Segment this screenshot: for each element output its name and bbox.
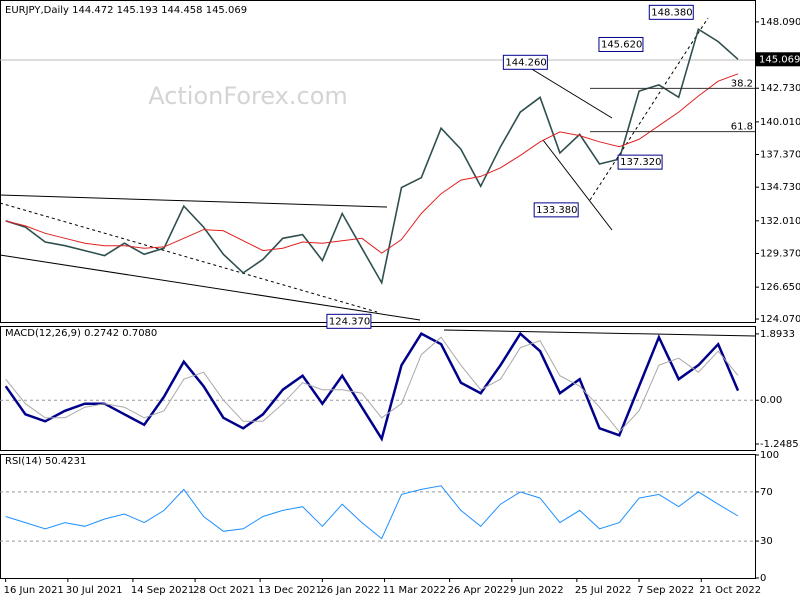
last-price-box	[756, 52, 800, 67]
trend-line	[0, 254, 421, 321]
y-tick-label: 142.730	[760, 83, 800, 94]
series-line	[5, 485, 739, 540]
x-tick-label: 21 Oct 2022	[699, 585, 761, 596]
trend-line	[542, 139, 613, 231]
y-tick-label: 137.370	[760, 150, 800, 161]
trend-line	[529, 67, 613, 119]
y-tick-label: 124.070	[760, 314, 800, 325]
price-label-box	[598, 36, 644, 52]
y-tick-label: 132.010	[760, 216, 800, 227]
y-tick-label: 134.730	[760, 182, 800, 193]
y-tick-label: 30	[760, 536, 773, 547]
x-tick-label: 26 Apr 2022	[448, 585, 510, 596]
x-tick-label: 25 Jul 2022	[575, 585, 632, 596]
indicator-title: RSI(14) 50.4231	[5, 456, 86, 467]
y-tick-label: 0	[760, 573, 766, 584]
fib-label: 61.8	[731, 122, 753, 133]
x-tick-label: 16 Jun 2021	[4, 585, 64, 596]
series-line	[5, 27, 739, 286]
x-tick-label: 7 Sep 2022	[637, 585, 694, 596]
price-label: 145.620	[601, 39, 642, 50]
y-tick-label: 70	[760, 487, 773, 498]
chart-title: EURJPY,Daily 144.472 145.193 144.458 145…	[5, 5, 247, 16]
price-panel	[0, 0, 756, 323]
rsi-panel	[0, 454, 756, 579]
price-label: 133.380	[536, 205, 577, 216]
last-price-label: 145.069	[759, 54, 800, 65]
y-tick-label: 129.370	[760, 248, 800, 259]
y-tick-label: 126.650	[760, 282, 800, 293]
indicator-title: MACD(12,26,9) 0.2742 0.7080	[5, 328, 157, 339]
x-tick-label: 26 Jan 2022	[320, 585, 380, 596]
y-tick-label: 140.010	[760, 117, 800, 128]
y-tick-label: 1.8933	[760, 329, 795, 340]
series-line	[4, 331, 740, 442]
x-tick-label: 13 Dec 2021	[258, 585, 322, 596]
x-tick-label: 14 Sep 2021	[131, 585, 194, 596]
trend-line	[443, 329, 756, 337]
series-line	[5, 336, 739, 433]
macd-panel	[0, 326, 756, 451]
price-label: 137.320	[620, 157, 661, 168]
x-tick-label: 28 Oct 2021	[193, 585, 255, 596]
y-tick-label: -1.2485	[760, 439, 799, 450]
price-label: 124.370	[329, 316, 370, 327]
price-label-box	[502, 54, 548, 70]
price-label: 148.380	[651, 7, 692, 18]
price-label-box	[648, 4, 694, 20]
price-label-box	[617, 154, 663, 170]
series-line	[5, 73, 739, 254]
x-tick-label: 30 Jul 2021	[66, 585, 123, 596]
price-label: 144.260	[505, 57, 546, 68]
y-tick-label: 0.00	[760, 395, 782, 406]
fib-label: 38.2	[731, 78, 753, 89]
y-tick-label: 148.090	[760, 17, 800, 28]
price-label-box	[326, 313, 372, 329]
watermark: ActionForex.com	[148, 82, 348, 110]
price-label-box	[533, 202, 579, 218]
x-tick-label: 11 Mar 2022	[383, 585, 446, 596]
trend-line	[589, 17, 709, 201]
trend-line	[0, 194, 388, 208]
x-tick-label: 9 Jun 2022	[510, 585, 564, 596]
y-tick-label: 100	[760, 450, 779, 461]
